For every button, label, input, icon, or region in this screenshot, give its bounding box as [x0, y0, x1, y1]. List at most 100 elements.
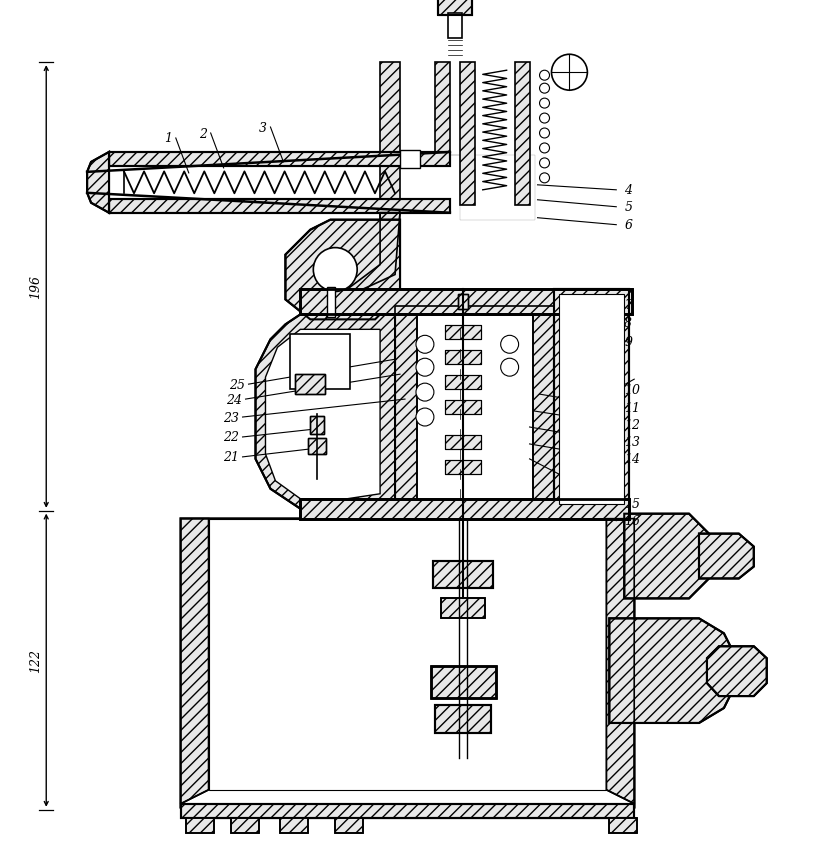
Polygon shape — [285, 221, 400, 320]
Circle shape — [540, 99, 550, 109]
Bar — [445, 326, 480, 340]
Text: 4: 4 — [624, 184, 633, 197]
Bar — [280, 818, 308, 832]
Text: 122: 122 — [28, 648, 41, 672]
Bar — [395, 307, 554, 315]
Bar — [395, 504, 554, 512]
Polygon shape — [380, 63, 400, 205]
Text: 25: 25 — [228, 378, 245, 391]
Bar — [441, 599, 485, 619]
Polygon shape — [266, 330, 380, 499]
Bar — [231, 818, 259, 832]
Polygon shape — [180, 519, 209, 803]
Bar — [335, 818, 363, 832]
Text: 10: 10 — [624, 383, 641, 396]
Text: 22: 22 — [223, 431, 239, 444]
Text: 11: 11 — [624, 401, 641, 414]
Polygon shape — [255, 315, 395, 509]
Bar — [445, 435, 480, 449]
Polygon shape — [707, 647, 767, 696]
Bar — [441, 599, 485, 619]
Circle shape — [416, 359, 434, 377]
Bar — [185, 818, 214, 832]
Bar — [311, 417, 324, 435]
Polygon shape — [300, 291, 633, 315]
Polygon shape — [395, 315, 417, 504]
Bar — [445, 376, 480, 389]
Bar — [438, 0, 472, 16]
Text: 6: 6 — [624, 219, 633, 232]
Polygon shape — [624, 514, 709, 599]
Text: 2: 2 — [198, 127, 207, 141]
Polygon shape — [559, 295, 624, 504]
Bar — [231, 818, 259, 832]
Text: 3: 3 — [259, 121, 267, 135]
Polygon shape — [180, 803, 634, 818]
Circle shape — [540, 174, 550, 184]
Polygon shape — [180, 519, 634, 818]
Bar — [458, 295, 467, 310]
Polygon shape — [435, 63, 450, 156]
Polygon shape — [87, 153, 109, 214]
Circle shape — [501, 359, 519, 377]
Circle shape — [540, 84, 550, 94]
Bar — [280, 818, 308, 832]
Bar — [458, 295, 467, 310]
Bar — [445, 400, 480, 415]
Text: 196: 196 — [28, 275, 41, 299]
Bar — [209, 519, 606, 790]
Polygon shape — [460, 63, 475, 205]
Bar — [435, 705, 491, 733]
Text: 23: 23 — [223, 411, 239, 424]
Bar — [308, 439, 326, 454]
Polygon shape — [515, 63, 529, 205]
Bar — [445, 351, 480, 365]
Bar — [335, 818, 363, 832]
Bar — [433, 561, 493, 589]
Bar — [395, 504, 554, 512]
Bar — [445, 435, 480, 449]
Text: 16: 16 — [624, 515, 641, 527]
Bar — [445, 460, 480, 475]
Polygon shape — [109, 153, 450, 167]
Bar — [311, 417, 324, 435]
Circle shape — [551, 55, 587, 91]
Circle shape — [416, 409, 434, 427]
Polygon shape — [699, 534, 754, 579]
Bar — [445, 326, 480, 340]
Bar — [445, 351, 480, 365]
Bar — [308, 439, 326, 454]
Bar — [445, 460, 480, 475]
Bar — [438, 0, 472, 16]
Polygon shape — [606, 519, 634, 803]
Bar — [295, 375, 325, 394]
Bar — [431, 666, 496, 699]
Bar — [395, 307, 554, 315]
Bar — [435, 705, 491, 733]
Polygon shape — [533, 315, 554, 504]
Bar — [290, 335, 350, 389]
Text: 24: 24 — [226, 393, 241, 406]
Circle shape — [540, 158, 550, 169]
Polygon shape — [109, 199, 450, 214]
Bar — [445, 400, 480, 415]
Text: 21: 21 — [223, 451, 239, 463]
Bar — [609, 818, 637, 832]
Circle shape — [313, 248, 357, 292]
Text: 5: 5 — [624, 201, 633, 214]
Circle shape — [540, 129, 550, 139]
Bar — [609, 818, 637, 832]
Bar — [445, 376, 480, 389]
Text: 9: 9 — [624, 336, 633, 348]
Bar — [448, 14, 462, 39]
Text: 12: 12 — [624, 418, 641, 431]
Text: 7: 7 — [624, 298, 633, 312]
Text: 15: 15 — [624, 498, 641, 510]
Bar — [185, 818, 214, 832]
Bar — [295, 375, 325, 394]
Polygon shape — [325, 214, 400, 320]
Text: 13: 13 — [624, 436, 641, 449]
Polygon shape — [554, 291, 629, 509]
Circle shape — [416, 383, 434, 401]
Circle shape — [540, 71, 550, 81]
